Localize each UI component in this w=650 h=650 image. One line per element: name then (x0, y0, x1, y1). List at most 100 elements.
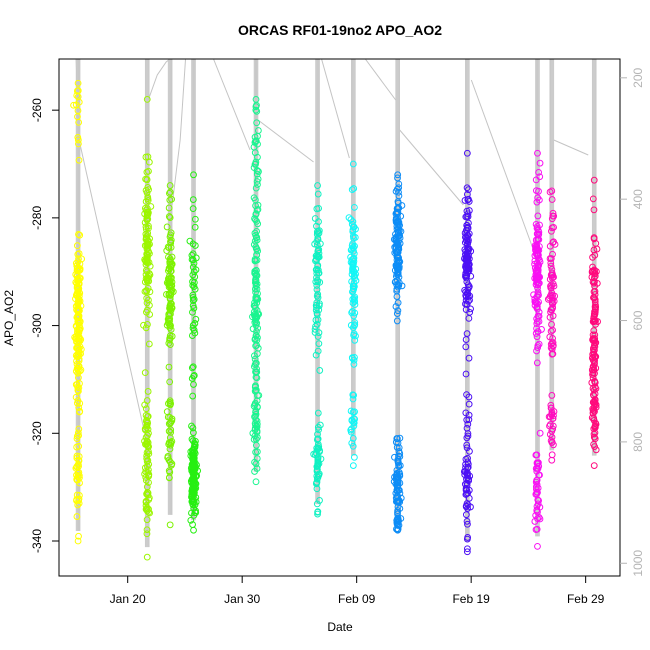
data-point (535, 187, 542, 195)
data-point (166, 397, 174, 405)
data-point (394, 507, 402, 514)
data-point (548, 433, 556, 441)
data-point (394, 269, 402, 277)
data-point (73, 365, 81, 372)
data-point (253, 350, 261, 358)
data-point (167, 236, 175, 244)
data-point (144, 253, 151, 261)
data-point (531, 518, 539, 525)
data-point (550, 412, 557, 419)
data-point (253, 448, 261, 456)
data-point (464, 534, 472, 541)
data-point (589, 409, 597, 417)
data-point (311, 215, 319, 222)
data-point (167, 239, 175, 247)
data-point (347, 426, 355, 434)
data-point (167, 244, 175, 251)
data-point (464, 430, 472, 437)
data-point (75, 344, 83, 352)
data-point (75, 156, 83, 164)
data-point (313, 436, 321, 444)
data-point (464, 264, 472, 272)
data-point (393, 285, 401, 293)
data-point (534, 328, 542, 336)
y-tick-label: -260 (30, 98, 44, 122)
data-point (314, 316, 322, 324)
data-point (192, 472, 200, 480)
data-point (313, 500, 321, 508)
data-point (312, 480, 320, 488)
chart-title: ORCAS RF01-19no2 APO_AO2 (238, 22, 442, 38)
data-point (348, 220, 356, 228)
ferry-track (213, 58, 251, 151)
data-point (349, 462, 357, 469)
data-point (73, 92, 81, 99)
data-point (345, 214, 353, 222)
data-point (163, 247, 171, 255)
data-point (75, 250, 83, 257)
data-point (313, 485, 321, 493)
data-point (145, 460, 153, 468)
data-point (166, 332, 174, 340)
data-point (393, 248, 401, 256)
data-point (395, 447, 403, 455)
data-point (190, 479, 198, 486)
ferry-track (364, 58, 397, 101)
data-point (533, 303, 541, 311)
data-point (314, 508, 321, 516)
y2-tick-label: 200 (631, 67, 645, 87)
data-point (462, 274, 470, 282)
data-point (395, 521, 403, 529)
data-point (191, 242, 199, 249)
data-point (534, 288, 542, 296)
data-point (165, 474, 173, 481)
data-point (144, 237, 152, 245)
data-point (314, 440, 322, 448)
y-tick-label: -300 (30, 313, 44, 337)
data-point (550, 273, 557, 281)
data-point (190, 296, 198, 303)
data-point (547, 344, 555, 352)
data-point (73, 463, 81, 470)
data-point (316, 367, 324, 374)
data-point (167, 300, 175, 307)
data-point (143, 176, 151, 184)
data-point (143, 205, 151, 213)
data-point (249, 313, 256, 321)
data-point (143, 462, 151, 470)
data-point (75, 442, 83, 450)
data-point (590, 430, 598, 438)
data-point (535, 261, 543, 269)
data-point (189, 308, 196, 316)
data-point (74, 134, 82, 141)
data-point (534, 542, 541, 550)
data-point (589, 350, 597, 358)
data-point (189, 456, 197, 463)
data-point (165, 363, 173, 371)
data-point (73, 471, 80, 479)
data-point (548, 196, 556, 203)
ferry-track (321, 58, 350, 159)
data-point (591, 433, 598, 441)
data-point (190, 446, 197, 454)
data-point (392, 303, 400, 310)
data-point (594, 318, 601, 325)
y2-tick-label: 800 (631, 432, 645, 452)
data-point (144, 388, 152, 395)
data-point (190, 171, 197, 179)
data-point (187, 516, 195, 524)
data-point (166, 378, 174, 386)
data-point (533, 198, 541, 206)
data-points (70, 79, 601, 561)
data-point (534, 300, 541, 308)
x-axis: Jan 20 Jan 30 Feb 09 Feb 19 Feb 29 (110, 576, 605, 606)
data-point (348, 256, 356, 263)
data-point (192, 266, 200, 274)
x-tick-label: Jan 30 (224, 592, 260, 606)
data-point (592, 303, 600, 311)
data-point (589, 407, 597, 414)
data-point (144, 442, 152, 450)
data-point (74, 87, 82, 95)
data-point (534, 290, 542, 298)
